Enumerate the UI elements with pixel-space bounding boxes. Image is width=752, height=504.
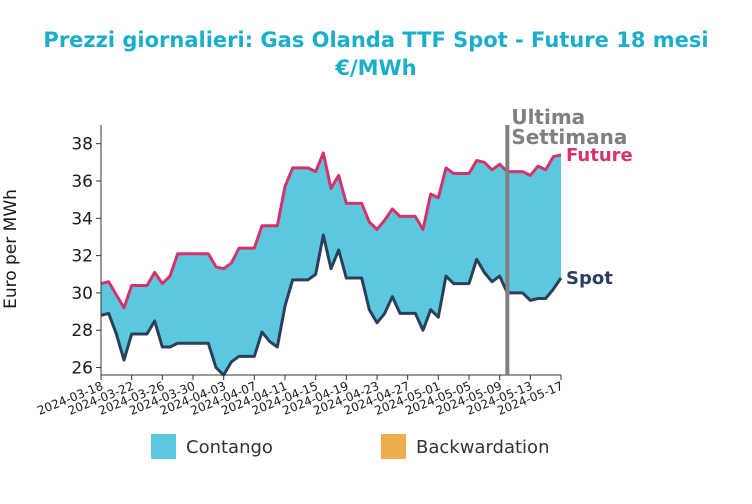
series-label-future: Future [566, 145, 633, 166]
plot-area [100, 151, 563, 377]
chart-title-line1: Prezzi giornalieri: Gas Olanda TTF Spot … [43, 28, 708, 52]
y-tick-label: 34 [71, 209, 93, 229]
annotation-line2: Settimana [511, 125, 627, 149]
y-tick-label: 26 [71, 359, 93, 379]
series-label-spot: Spot [566, 268, 613, 289]
x-axis: 2024-03-182024-03-222024-03-262024-03-30… [35, 374, 565, 418]
y-tick-label: 30 [71, 284, 93, 304]
series-line-spot [100, 233, 563, 377]
y-axis: 26 28 30 32 34 36 38 [71, 125, 102, 379]
legend-label-backwardation: Backwardation [416, 437, 549, 458]
annotation-line1: Ultima [511, 105, 585, 129]
y-tick-label: 36 [71, 172, 93, 192]
series-labels: Future Spot [566, 145, 633, 289]
y-axis-label: Euro per MWh [1, 189, 21, 309]
legend: Contango Backwardation [151, 434, 549, 459]
legend-swatch-contango [151, 434, 176, 459]
y-tick-label: 28 [71, 321, 93, 341]
legend-swatch-backwardation [381, 434, 406, 459]
y-tick-label: 38 [71, 135, 93, 155]
series-line-future [100, 151, 562, 310]
chart-title-line2: €/MWh [334, 56, 416, 80]
legend-label-contango: Contango [186, 437, 273, 458]
y-tick-label: 32 [71, 247, 93, 267]
